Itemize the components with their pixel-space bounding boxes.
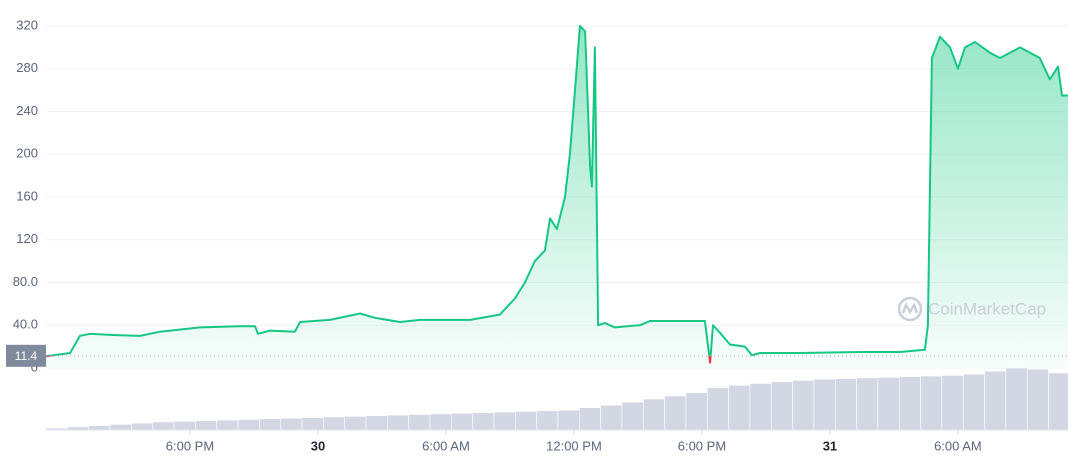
x-tick-label: 12:00 PM [546, 438, 602, 453]
volume-bar [877, 376, 900, 431]
volume-bar [301, 417, 324, 431]
y-tick-label: 160 [16, 188, 38, 203]
volume-bar [941, 375, 964, 431]
volume-bar [813, 378, 836, 431]
volume-bar [706, 387, 729, 431]
y-tick-label: 120 [16, 231, 38, 246]
volume-bar [557, 409, 580, 431]
volume-bar [962, 373, 985, 431]
volume-bar [984, 370, 1007, 431]
reference-label: 11.4 [15, 349, 38, 363]
volume-bar [365, 415, 388, 431]
volume-bar [856, 377, 879, 431]
reference-label-box [6, 344, 46, 367]
x-tick-label: 6:00 PM [166, 438, 214, 453]
x-tick-label: 30 [311, 438, 325, 453]
volume-bar [898, 376, 921, 431]
watermark: CoinMarketCap [897, 296, 1046, 322]
x-tick-label: 31 [823, 438, 837, 453]
volume-bar [792, 380, 815, 431]
volume-bar [280, 417, 303, 431]
volume-bar [451, 412, 473, 431]
y-tick-label: 280 [16, 60, 38, 75]
volume-bar [152, 421, 175, 431]
y-tick-label: 320 [16, 17, 38, 32]
volume-bar [770, 381, 793, 431]
volume-bar [195, 420, 217, 431]
volume-bar [621, 401, 644, 431]
volume-bar [642, 398, 665, 431]
y-tick-label: 80.0 [13, 274, 38, 289]
volume-bar [728, 385, 751, 431]
volume-bar [408, 414, 431, 431]
volume-bar [920, 375, 943, 431]
volume-bar [685, 392, 708, 431]
volume-bar [1005, 367, 1028, 431]
volume-bar [216, 419, 239, 431]
volume-bar [429, 413, 452, 431]
volume-bar [536, 410, 559, 431]
x-tick-label: 6:00 PM [678, 438, 726, 453]
y-tick-label: 40.0 [13, 317, 38, 332]
volume-bar [387, 414, 409, 431]
x-tick-label: 6:00 AM [934, 438, 982, 453]
watermark-text: CoinMarketCap [928, 299, 1046, 318]
volume-bar [472, 412, 495, 431]
volume-bar [1048, 372, 1068, 431]
price-line [45, 25, 1068, 356]
y-tick-label: 240 [16, 103, 38, 118]
volume-bar [664, 395, 687, 431]
y-tick-label: 0 [31, 359, 38, 374]
volume-bar [514, 411, 537, 431]
volume-bar [88, 425, 111, 431]
volume-bar [749, 383, 772, 431]
volume-bar [578, 407, 601, 431]
volume-bar [259, 418, 281, 431]
volume-bar [600, 404, 623, 431]
volume-bar [323, 416, 345, 431]
y-tick-label: 200 [16, 146, 38, 161]
volume-bar [173, 421, 196, 431]
volume-bar [834, 378, 857, 431]
volume-bar [1026, 368, 1049, 431]
volume-bar [237, 419, 260, 431]
volume-bar [493, 411, 516, 431]
x-tick-label: 6:00 AM [422, 438, 470, 453]
volume-bar [344, 416, 367, 431]
price-area [46, 26, 1068, 368]
volume-bar [109, 424, 132, 431]
volume-bar [131, 422, 153, 431]
